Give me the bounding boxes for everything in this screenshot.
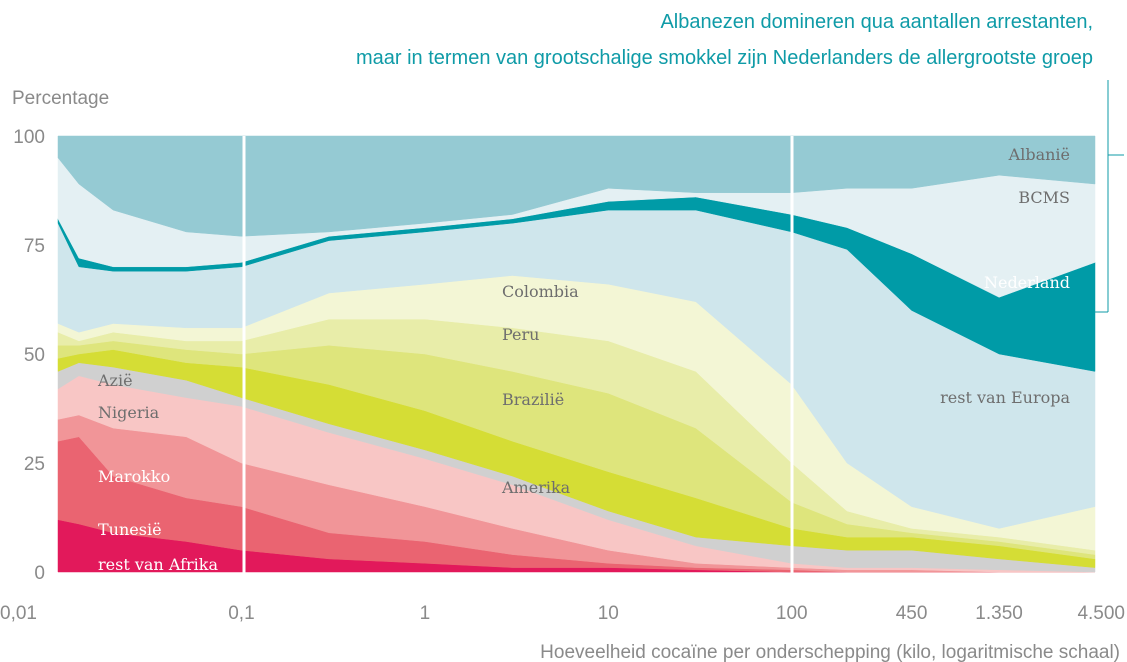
series-label: Brazilië [502,390,564,409]
series-label: Amerika [501,478,571,497]
y-tick-label: 75 [24,236,45,257]
series-label: Azië [97,371,133,390]
x-tick-label: 10 [598,603,619,624]
y-tick-label: 50 [24,345,45,366]
area [57,135,1096,237]
chart-title: maar in termen van grootschalige smokkel… [356,47,1093,69]
x-tick-label: 450 [896,603,928,624]
x-tick-label: 100 [776,603,808,624]
x-tick-label: 1 [420,603,431,624]
y-tick-label: 100 [13,127,45,148]
series-label: Marokko [98,467,170,486]
x-tick-label: 0,1 [228,603,254,624]
labels: 0 25 50 75 100 0,01 0,1 1 10 100 450 1.350 4.500 rest… [0,127,1125,624]
x-axis-label: Hoeveelheid cocaïne per onderschepping (… [540,642,1120,662]
series-label: Nigeria [98,403,160,422]
x-tick-label: 0,01 [0,603,37,624]
series-label: BCMS [1018,188,1070,207]
series-label: Peru [502,325,539,344]
bracket [1094,80,1124,313]
series-label: Colombia [502,282,579,301]
plot-area [57,135,1096,573]
x-tick-label: 4.500 [1077,603,1125,624]
x-tick-label: 1.350 [975,603,1023,624]
series-label: Albanië [1008,145,1070,164]
y-tick-label: 0 [34,563,45,584]
series-label: Nederland [984,273,1070,292]
y-axis-label: Percentage [12,88,109,109]
y-tick-label: 25 [24,454,45,475]
series-label: Tunesië [98,520,162,539]
series-label: rest van Europa [940,388,1070,407]
chart-title: Albanezen domineren qua aantallen arrest… [660,11,1093,33]
series-label: rest van Afrika [98,555,218,574]
